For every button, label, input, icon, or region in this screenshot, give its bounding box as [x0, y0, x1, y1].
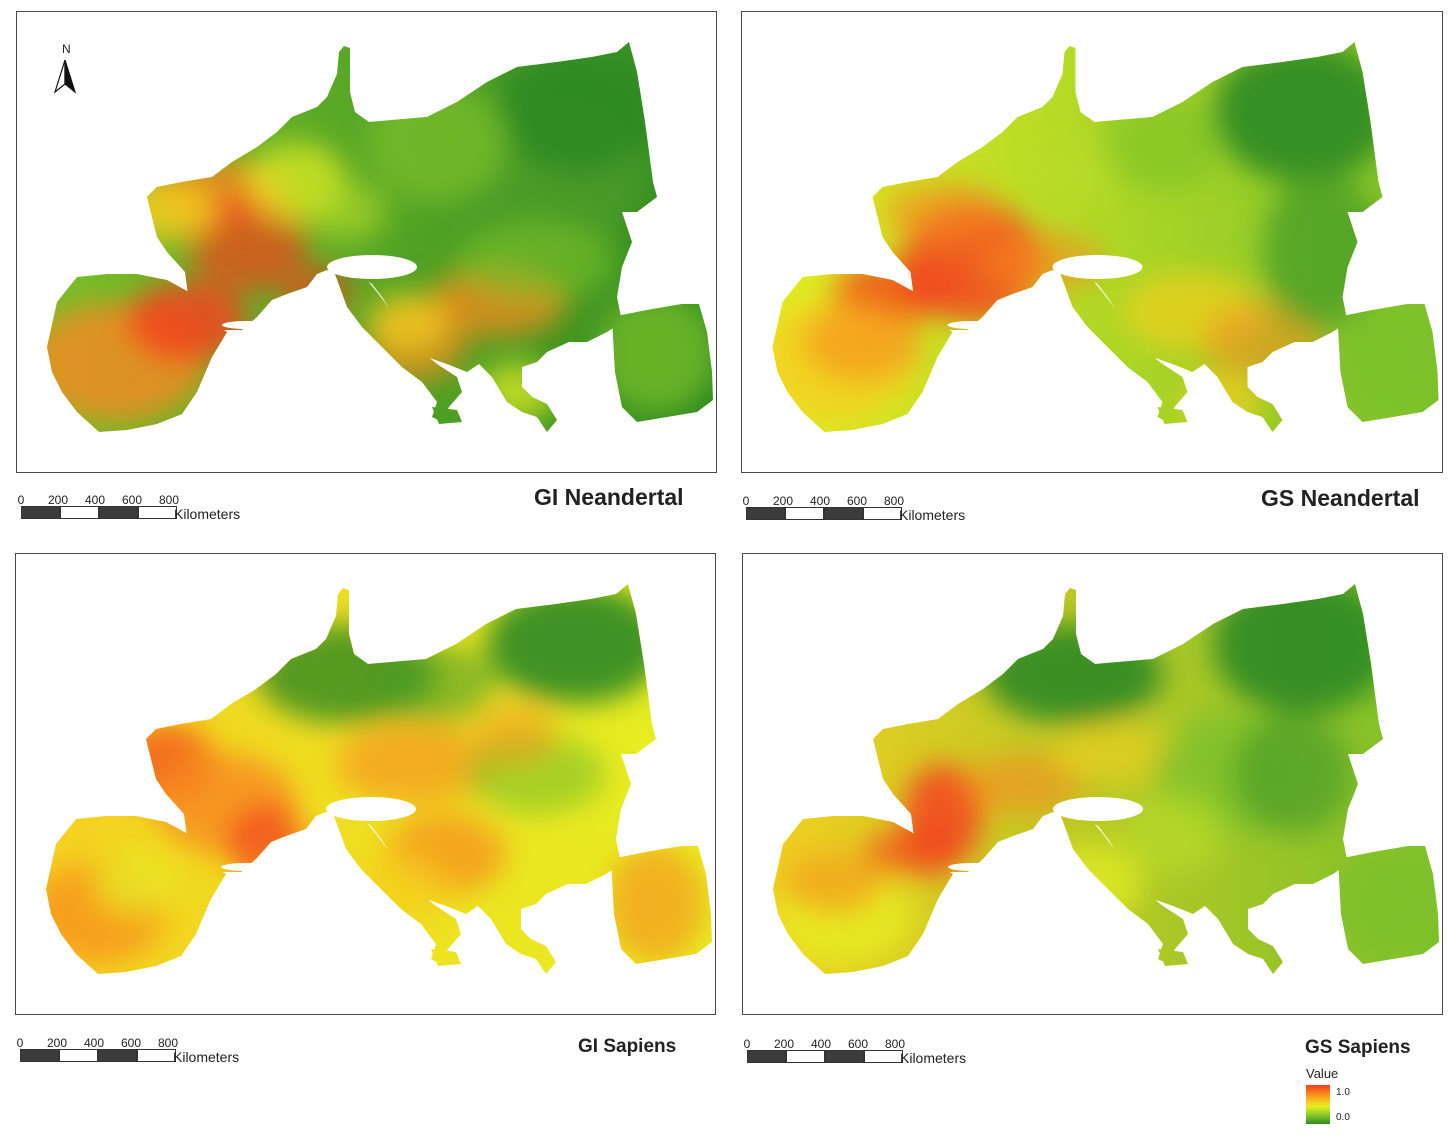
suitability-patch: [367, 292, 447, 352]
scale-tick: 800: [157, 1036, 179, 1050]
scale-bar-gs-sapiens: 0 200 400 600 800 Kilometers: [743, 1037, 1003, 1067]
europe-suitability-map-gi-neandertal: [47, 42, 713, 432]
scale-bar-gs-neandertal: 0 200 400 600 800 Kilometers: [742, 494, 1002, 524]
suitability-patch: [863, 829, 963, 879]
suitability-patch: [606, 844, 706, 964]
north-arrow-icon: N: [53, 42, 83, 98]
suitability-patch: [457, 222, 617, 302]
map-title-gi-neandertal: GI Neandertal: [534, 484, 684, 510]
scale-bar-gi-sapiens: 0 200 400 600 800 Kilometers: [16, 1036, 276, 1066]
map-title-gi-sapiens: GI Sapiens: [578, 1036, 677, 1057]
land-raster: [47, 42, 713, 432]
map-frame-gs-sapiens: [742, 553, 1443, 1015]
scale-tick: 200: [47, 493, 69, 507]
suitability-patch: [1032, 142, 1113, 202]
suitability-patch: [963, 754, 1083, 814]
scale-tick: 800: [158, 493, 180, 507]
europe-suitability-map-gi-sapiens: [46, 584, 712, 974]
europe-suitability-map-gs-sapiens: [773, 584, 1439, 974]
value-legend: Value 1.0 0.0: [1306, 1066, 1386, 1126]
scale-unit: Kilometers: [173, 1049, 240, 1065]
water-body: [327, 255, 417, 279]
suitability-patch: [802, 302, 923, 382]
suitability-patch: [982, 232, 1103, 292]
legend-color-ramp: [1306, 1085, 1330, 1124]
map-title-gs-sapiens: GS Sapiens: [1305, 1037, 1411, 1058]
scale-tick: 200: [773, 1037, 795, 1051]
water-body: [222, 321, 272, 329]
suitability-patch: [497, 52, 657, 172]
scale-tick: 0: [742, 494, 750, 508]
suitability-patch: [96, 854, 176, 914]
scale-unit: Kilometers: [899, 507, 966, 523]
scale-tick: 600: [847, 1037, 869, 1051]
scale-bar-gi-neandertal: 0 200 400 600 800 Kilometers: [17, 493, 277, 523]
scale-tick: 600: [120, 1036, 142, 1050]
map-frame-gi-sapiens: [15, 553, 716, 1015]
suitability-patch: [1182, 372, 1263, 432]
land-raster: [46, 584, 712, 974]
europe-suitability-map-gs-neandertal: [772, 42, 1439, 432]
suitability-patch: [477, 362, 557, 422]
suitability-patch: [1123, 794, 1223, 874]
water-body: [326, 797, 416, 821]
scale-tick: 400: [809, 494, 831, 508]
scale-tick: 600: [121, 493, 143, 507]
suitability-patch: [1043, 844, 1143, 924]
scale-tick: 200: [772, 494, 794, 508]
legend-max-label: 1.0: [1336, 1087, 1350, 1098]
suitability-patch: [983, 624, 1163, 724]
map-title-gs-neandertal: GS Neandertal: [1261, 485, 1420, 511]
land-raster: [773, 584, 1439, 974]
water-body: [948, 863, 998, 871]
legend-min-label: 0.0: [1336, 1112, 1350, 1123]
scale-tick: 800: [884, 1037, 906, 1051]
suitability-patch: [226, 804, 306, 884]
scale-tick: 800: [883, 494, 905, 508]
suitability-patch: [376, 644, 496, 724]
suitability-patch: [1262, 172, 1383, 332]
legend-title: Value: [1306, 1066, 1339, 1081]
water-body: [947, 321, 998, 329]
suitability-patch: [127, 282, 247, 362]
map-frame-gs-neandertal: [741, 11, 1443, 473]
scale-tick: 0: [16, 1036, 24, 1050]
suitability-patch: [307, 182, 387, 242]
suitability-patch: [1212, 42, 1393, 182]
scale-tick: 0: [17, 493, 25, 507]
suitability-patch: [1213, 584, 1393, 714]
suitability-patch: [783, 854, 883, 914]
water-body: [1052, 255, 1143, 279]
land-raster: [772, 42, 1439, 432]
suitability-patch: [1333, 854, 1433, 954]
map-frame-gi-neandertal: N: [16, 11, 717, 473]
scale-tick: 400: [810, 1037, 832, 1051]
north-label: N: [62, 42, 71, 56]
scale-unit: Kilometers: [174, 506, 241, 522]
suitability-patch: [1233, 714, 1353, 834]
scale-tick: 600: [846, 494, 868, 508]
suitability-patch: [882, 182, 1003, 242]
suitability-patch: [1102, 92, 1223, 192]
scale-tick: 200: [46, 1036, 68, 1050]
scale-tick: 0: [743, 1037, 751, 1051]
water-body: [221, 863, 271, 871]
suitability-patch: [367, 82, 507, 202]
scale-tick: 400: [83, 1036, 105, 1050]
water-body: [1053, 797, 1143, 821]
suitability-patch: [476, 704, 556, 764]
scale-tick: 400: [84, 493, 106, 507]
suitability-patch: [97, 182, 217, 242]
suitability-patch: [346, 854, 446, 934]
suitability-patch: [597, 292, 713, 412]
suitability-patch: [1322, 302, 1439, 422]
suitability-patch: [486, 584, 666, 704]
suitability-patch: [336, 724, 496, 804]
scale-unit: Kilometers: [900, 1050, 967, 1066]
